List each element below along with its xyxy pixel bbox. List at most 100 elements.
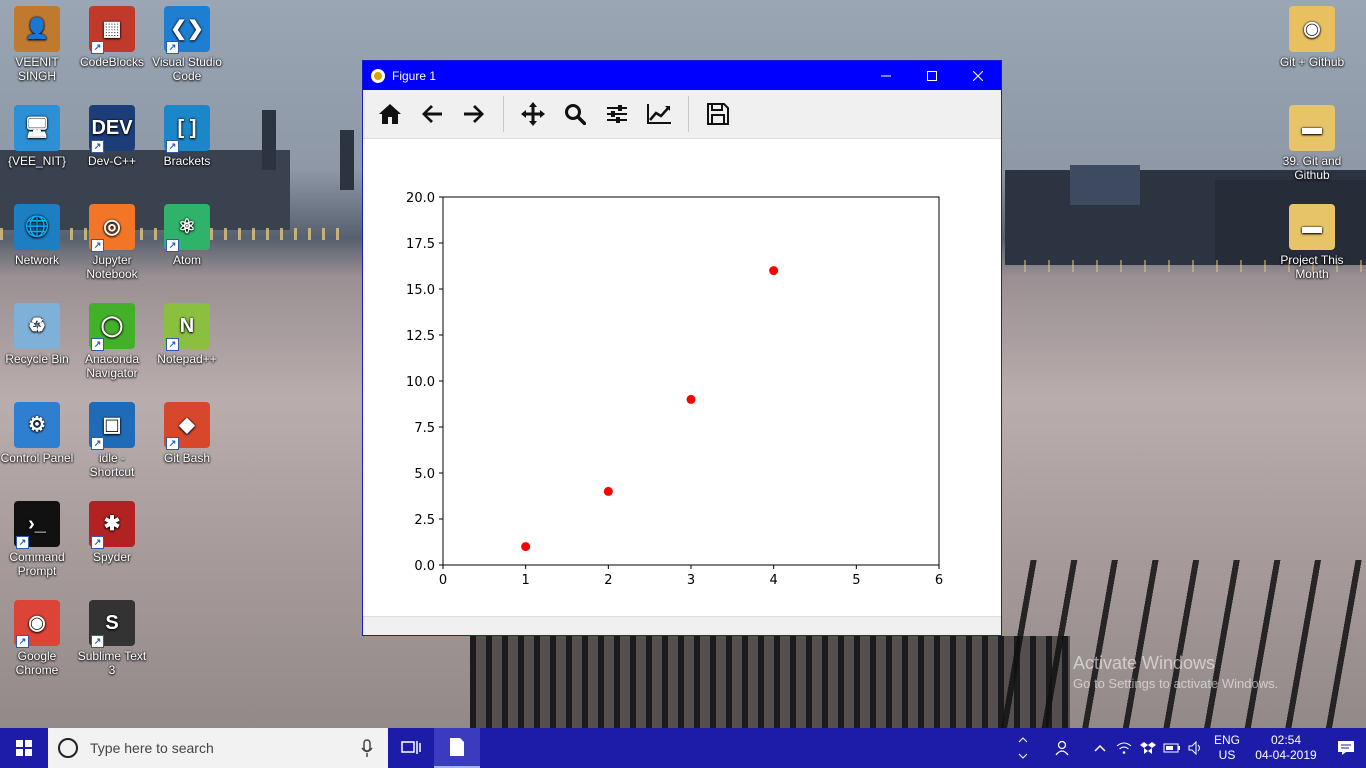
desktop-icon[interactable]: 👤 VEENIT SINGH [0,6,74,83]
input-language[interactable]: ENG US [1208,733,1246,763]
figure-window[interactable]: Figure 1 [362,60,1002,636]
start-button[interactable] [0,728,48,768]
network-icon: 🌐 [14,204,60,250]
shortcut-arrow-icon: ↗ [91,635,104,648]
toolbar-separator [503,96,504,132]
desktop-icon-label: Notepad++ [157,352,217,366]
desktop-icon-label: Sublime Text 3 [77,649,147,677]
maximize-icon [927,70,937,81]
spyder-icon: ✱ ↗ [89,501,135,549]
desktop-icon[interactable]: ♻ Recycle Bin [0,303,74,366]
shortcut-arrow-icon: ↗ [91,41,104,54]
desktop-icon-label: Visual Studio Code [152,55,222,83]
shortcut-arrow-icon: ↗ [91,338,104,351]
taskbar-search[interactable] [48,728,388,768]
dropbox-tray-button[interactable] [1136,741,1160,755]
data-point [603,486,613,496]
desktop-icon[interactable]: ⚛ ↗ Atom [150,204,224,267]
scatter-chart: 0 1 2 3 4 5 6 0.0 2.5 5.0 7.5 10.0 12.5 15.0 17.5 20.0 [406,191,943,588]
toolbar-separator [688,96,689,132]
x-tick-label: 6 [935,573,943,588]
speaker-icon [1188,741,1200,755]
clock-time: 02:54 [1270,733,1302,747]
people-button[interactable] [1052,740,1076,756]
desktop-icon-label: Recycle Bin [5,352,69,366]
desktop-icon[interactable]: ▦ ↗ CodeBlocks [75,6,149,69]
desktop-icon-label: Spyder [92,550,132,564]
minimize-button[interactable] [863,61,909,90]
desktop-icon[interactable]: S ↗ Sublime Text 3 [75,600,149,677]
subplots-button[interactable] [596,94,638,134]
desktop-icon[interactable]: ✱ ↗ Spyder [75,501,149,564]
tray-scroll[interactable] [1016,735,1030,761]
windows-logo-icon [16,740,32,756]
desktop-icon[interactable]: ▬ 39. Git and Github [1275,105,1349,182]
shortcut-arrow-icon: ↗ [166,437,179,450]
git-bash-icon: ◆ ↗ [164,402,210,450]
action-center-button[interactable] [1326,740,1366,756]
microphone-icon [361,739,373,757]
battery-tray-button[interactable] [1160,742,1184,754]
x-tick-label: 3 [687,573,695,588]
desktop-icon-label: idle - Shortcut [89,451,135,479]
y-tick-label: 0.0 [414,559,435,574]
show-hidden-icons-button[interactable] [1088,744,1112,752]
desktop-icon[interactable]: ◎ ↗ Jupyter Notebook [75,204,149,281]
desktop-icon-label: Git Bash [163,451,211,465]
shortcut-arrow-icon: ↗ [16,635,29,648]
clock[interactable]: 02:54 04-04-2019 [1246,733,1326,763]
desktop-icon[interactable]: ⚙ Control Panel [0,402,74,465]
desktop-icon[interactable]: DEV ↗ Dev-C++ [75,105,149,168]
home-button[interactable] [369,94,411,134]
taskbar-app-figure[interactable] [434,728,480,768]
notepadpp-icon: N ↗ [164,303,210,351]
recycle-bin-icon: ♻ [14,303,60,349]
language-code: ENG [1213,733,1240,747]
volume-tray-button[interactable] [1184,741,1208,755]
title-bar[interactable]: Figure 1 [363,61,1001,90]
x-tick-label: 4 [770,573,778,588]
scroll-arrows-icon [1018,737,1028,759]
desktop-icon[interactable]: ◉ Git + Github [1275,6,1349,69]
desktop-icon[interactable]: 🌐 Network [0,204,74,267]
desktop-icon[interactable]: N ↗ Notepad++ [150,303,224,366]
desktop-icon-label: Network [14,253,59,267]
pan-button[interactable] [512,94,554,134]
atom-icon: ⚛ ↗ [164,204,210,252]
desktop-icon[interactable]: ▬ Project This Month [1275,204,1349,281]
desktop-icon[interactable]: ◆ ↗ Git Bash [150,402,224,465]
desktop-icon[interactable]: ▣ ↗ idle - Shortcut [75,402,149,479]
back-button[interactable] [411,94,453,134]
network-tray-button[interactable] [1112,741,1136,755]
forward-button[interactable] [453,94,495,134]
desktop-icon[interactable]: ◉ ↗ Google Chrome [0,600,74,677]
maximize-button[interactable] [909,61,955,90]
desktop-icon[interactable]: ›_ ↗ Command Prompt [0,501,74,578]
desktop-icon[interactable]: 🖥 {VEE_NIT} [0,105,74,168]
activation-watermark: Activate Windows Go to Settings to activ… [1073,653,1278,691]
y-tick-label: 2.5 [414,513,435,528]
desktop-icon-label: Google Chrome [15,649,59,677]
y-tick-label: 10.0 [406,375,435,390]
plot-canvas[interactable]: 0 1 2 3 4 5 6 0.0 2.5 5.0 7.5 10.0 12.5 15.0 17.5 20.0 [363,139,1001,617]
edit-axes-button[interactable] [638,94,680,134]
x-tick-label: 2 [604,573,612,588]
subplots-icon [607,105,627,123]
desktop-icon[interactable]: ◯ ↗ Anaconda Navigator [75,303,149,380]
save-button[interactable] [697,94,739,134]
chevron-up-icon [1094,744,1106,752]
shortcut-arrow-icon: ↗ [166,239,179,252]
status-bar [363,616,1001,635]
desktop-icon[interactable]: ❮❯ ↗ Visual Studio Code [150,6,224,83]
zoom-icon [565,104,586,125]
matplotlib-icon [371,68,385,83]
chrome-icon: ◉ ↗ [14,600,60,648]
vscode-icon: ❮❯ ↗ [164,6,210,54]
search-input[interactable] [88,739,352,757]
desktop-icon[interactable]: [ ] ↗ Brackets [150,105,224,168]
close-button[interactable] [955,61,1001,90]
close-icon [973,70,983,81]
task-view-button[interactable] [388,728,434,768]
zoom-button[interactable] [554,94,596,134]
shortcut-arrow-icon: ↗ [91,437,104,450]
